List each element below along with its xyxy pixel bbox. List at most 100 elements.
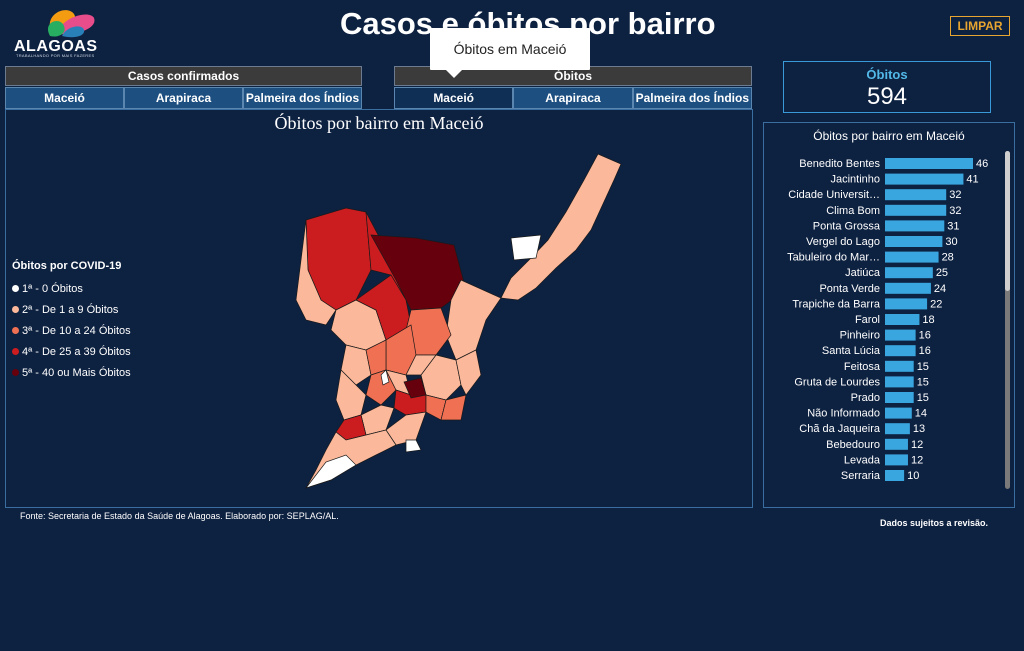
legend-label: 4ª - De 25 a 39 Óbitos bbox=[22, 345, 131, 358]
maceio-map[interactable] bbox=[286, 150, 626, 490]
bar[interactable] bbox=[885, 220, 945, 232]
bar-value-label: 30 bbox=[945, 236, 957, 248]
legend-item[interactable]: 4ª - De 25 a 39 Óbitos bbox=[12, 341, 131, 362]
map-region[interactable] bbox=[380, 369, 390, 386]
map-title: Óbitos por bairro em Maceió bbox=[274, 113, 484, 133]
deaths-tab-arapiraca[interactable]: Arapiraca bbox=[513, 87, 633, 109]
deaths-tab-maceio[interactable]: Maceió bbox=[394, 87, 514, 109]
bar[interactable] bbox=[885, 345, 916, 357]
legend-dot bbox=[12, 327, 19, 334]
bar-value-label: 13 bbox=[913, 423, 925, 435]
bar-category-label: Prado bbox=[851, 392, 880, 404]
bar-value-label: 24 bbox=[934, 283, 946, 295]
bar[interactable] bbox=[885, 376, 914, 388]
bar-value-label: 28 bbox=[942, 252, 954, 264]
bar[interactable] bbox=[885, 267, 933, 279]
bar[interactable] bbox=[885, 158, 973, 169]
bar-value-label: 32 bbox=[949, 205, 961, 217]
bar[interactable] bbox=[885, 454, 908, 466]
legend-label: 2ª - De 1 a 9 Óbitos bbox=[22, 303, 119, 316]
map-region[interactable] bbox=[405, 439, 422, 453]
bar[interactable] bbox=[885, 360, 914, 372]
bar[interactable] bbox=[885, 392, 914, 403]
bar[interactable] bbox=[885, 314, 920, 325]
map-region[interactable] bbox=[440, 394, 467, 421]
bar-category-label: Pinheiro bbox=[840, 330, 880, 342]
bar[interactable] bbox=[885, 282, 931, 294]
bar-chart-title: Óbitos por bairro em Maceió bbox=[813, 129, 965, 143]
tooltip: Óbitos em Maceió bbox=[430, 28, 590, 78]
bar[interactable] bbox=[885, 438, 908, 450]
bar[interactable] bbox=[885, 204, 947, 216]
legend-item[interactable]: 1ª - 0 Óbitos bbox=[12, 278, 131, 299]
bar-category-label: Trapiche da Barra bbox=[792, 298, 881, 310]
logo-subtitle: TRABALHANDO POR MAIS FAZERES bbox=[16, 53, 95, 58]
bar[interactable] bbox=[885, 298, 928, 310]
bar[interactable] bbox=[885, 329, 916, 341]
legend-item[interactable]: 3ª - De 10 a 24 Óbitos bbox=[12, 320, 131, 341]
legend-title: Óbitos por COVID-19 bbox=[12, 260, 122, 272]
map-region[interactable] bbox=[405, 354, 437, 376]
bar-category-label: Ponta Grossa bbox=[813, 220, 881, 232]
bar-category-label: Ponta Verde bbox=[819, 283, 880, 295]
legend-dot bbox=[12, 369, 19, 376]
legend-label: 1ª - 0 Óbitos bbox=[22, 282, 83, 295]
bar-value-label: 32 bbox=[949, 189, 961, 201]
bar-value-label: 41 bbox=[966, 174, 978, 186]
bar-value-label: 31 bbox=[947, 220, 959, 232]
bar-value-label: 12 bbox=[911, 454, 923, 466]
cases-tab-arapiraca[interactable]: Arapiraca bbox=[124, 87, 243, 109]
map-region[interactable] bbox=[295, 219, 337, 326]
bar-category-label: Benedito Bentes bbox=[799, 158, 880, 170]
bar-category-label: Vergel do Lago bbox=[806, 236, 880, 248]
map-region[interactable] bbox=[455, 349, 482, 396]
cases-section-header: Casos confirmados bbox=[5, 66, 362, 86]
bar[interactable] bbox=[885, 251, 939, 263]
map-region[interactable] bbox=[500, 153, 622, 301]
kpi-label: Óbitos bbox=[866, 67, 908, 82]
bar[interactable] bbox=[885, 470, 905, 481]
bar-category-label: Feitosa bbox=[844, 361, 881, 373]
alagoas-logo bbox=[12, 4, 102, 60]
bar-category-label: Bebedouro bbox=[826, 439, 880, 451]
bar-value-label: 12 bbox=[911, 439, 923, 451]
bar[interactable] bbox=[885, 407, 912, 419]
cases-tabs: Maceió Arapiraca Palmeira dos Índios bbox=[5, 87, 362, 109]
bar-category-label: Gruta de Lourdes bbox=[794, 376, 880, 388]
map-region[interactable] bbox=[340, 344, 372, 386]
legend-item[interactable]: 5ª - 40 ou Mais Óbitos bbox=[12, 362, 131, 383]
bar-category-label: Jacintinho bbox=[830, 174, 880, 186]
map-region[interactable] bbox=[305, 454, 357, 489]
bar-category-label: Jatiúca bbox=[845, 267, 881, 279]
deaths-tab-palmeira[interactable]: Palmeira dos Índios bbox=[632, 87, 752, 109]
bar[interactable] bbox=[885, 423, 910, 435]
bar[interactable] bbox=[885, 189, 947, 201]
cases-tab-palmeira[interactable]: Palmeira dos Índios bbox=[243, 87, 362, 109]
cases-tab-maceio[interactable]: Maceió bbox=[5, 87, 124, 109]
map-panel: Óbitos por bairro em Maceió Óbitos por C… bbox=[5, 109, 753, 508]
bar-chart[interactable]: Benedito Bentes 46 Jacintinho 41 Cidade Univ… bbox=[764, 153, 1000, 493]
bar-category-label: Cidade Universit… bbox=[788, 189, 880, 201]
bar-category-label: Farol bbox=[855, 314, 880, 326]
bar-value-label: 15 bbox=[917, 392, 929, 404]
clear-button[interactable]: LIMPAR bbox=[950, 16, 1010, 36]
bar-category-label: Tabuleiro do Mar… bbox=[787, 252, 880, 264]
bar[interactable] bbox=[885, 236, 943, 247]
map-region[interactable] bbox=[510, 234, 542, 261]
scrollbar-track[interactable] bbox=[1005, 151, 1010, 489]
legend-label: 3ª - De 10 a 24 Óbitos bbox=[22, 324, 131, 337]
bar-category-label: Serraria bbox=[841, 470, 881, 482]
bar-chart-panel: Óbitos por bairro em Maceió Benedito Ben… bbox=[763, 122, 1015, 508]
bar-category-label: Não Informado bbox=[807, 408, 880, 420]
logo-text: ALAGOAS bbox=[14, 38, 98, 55]
map-legend: Óbitos por COVID-19 1ª - 0 Óbitos 2ª - D… bbox=[12, 260, 131, 383]
legend-item[interactable]: 2ª - De 1 a 9 Óbitos bbox=[12, 299, 131, 320]
bar-value-label: 15 bbox=[917, 376, 929, 388]
bar[interactable] bbox=[885, 173, 964, 185]
scrollbar-thumb[interactable] bbox=[1005, 151, 1010, 291]
bar-category-label: Chã da Jaqueira bbox=[799, 423, 881, 435]
revision-note: Dados sujeitos a revisão. bbox=[880, 518, 989, 528]
data-source: Fonte: Secretaria de Estado da Saúde de … bbox=[20, 511, 339, 521]
legend-dot bbox=[12, 285, 19, 292]
bar-category-label: Santa Lúcia bbox=[822, 345, 881, 357]
